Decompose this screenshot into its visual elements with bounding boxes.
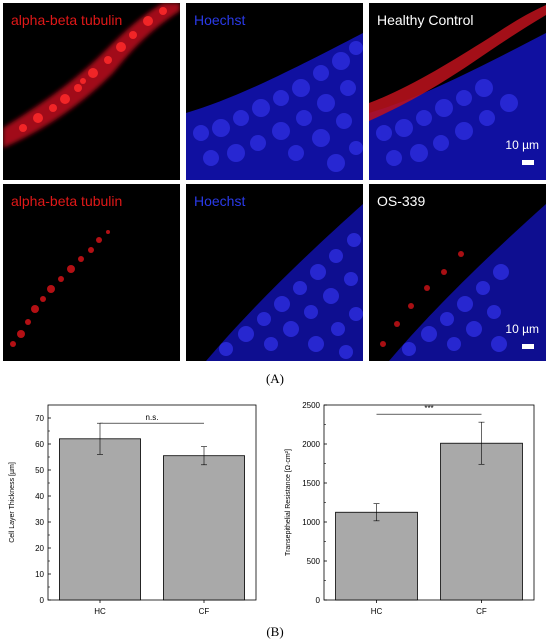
- y-axis-label: Cell Layer Thickness [µm]: [9, 462, 16, 543]
- transepithelial-resistance-chart: 0 500 1000 1500 2000 2500 Transepithelial Resi…: [285, 401, 535, 616]
- tubulin-label: alpha-beta tubulin: [11, 193, 123, 209]
- scale-bar: [522, 344, 534, 349]
- y-tick-label: 0: [40, 596, 45, 605]
- scale-bar-label: 10 µm: [505, 138, 539, 152]
- condition-label: OS-339: [377, 193, 426, 209]
- tubulin-label: alpha-beta tubulin: [11, 12, 123, 28]
- bar: [59, 438, 141, 601]
- x-tick-label: CF: [476, 607, 487, 616]
- scale-bar: [522, 160, 534, 165]
- tile-hoechst-healthy: Hoechst: [186, 3, 363, 180]
- bar: [440, 442, 523, 601]
- x-tick-label: HC: [94, 607, 106, 616]
- tubulin-stain-image: [3, 3, 180, 148]
- merge-stain-image: [369, 5, 546, 180]
- tile-hoechst-patient: Hoechst: [186, 184, 363, 361]
- y-tick-label: 2500: [302, 401, 320, 410]
- y-tick-label: 50: [35, 466, 44, 475]
- y-tick-label: 70: [35, 414, 44, 423]
- cell-thickness-chart: 0 10 20 30 40 50 60 70 Cell Layer Thickness [µm]…: [9, 404, 257, 616]
- y-axis-label: Transepithelial Resistance [Ω·cm²]: [285, 449, 292, 556]
- y-tick-label: 500: [307, 557, 321, 566]
- condition-label: Healthy Control: [377, 12, 474, 28]
- y-tick-label: 30: [35, 518, 44, 527]
- y-tick-label: 20: [35, 544, 44, 553]
- y-tick-label: 60: [35, 440, 44, 449]
- x-tick-label: HC: [371, 607, 383, 616]
- bar: [163, 455, 245, 601]
- y-tick-label: 40: [35, 492, 44, 501]
- scale-bar-label: 10 µm: [505, 322, 539, 336]
- x-tick-label: CF: [199, 607, 210, 616]
- hoechst-stain-image: [206, 204, 363, 361]
- y-tick-label: 0: [316, 596, 321, 605]
- significance-label: ***: [424, 404, 433, 413]
- bar: [335, 511, 418, 601]
- y-tick-label: 1000: [302, 518, 320, 527]
- tubulin-stain-image: [10, 230, 110, 347]
- plot-frame: [47, 404, 257, 601]
- tile-merge-healthy: Healthy Control 10 µm: [369, 3, 546, 180]
- tile-tubulin-healthy: alpha-beta tubulin: [3, 3, 180, 180]
- y-tick-label: 10: [35, 570, 44, 579]
- tile-merge-patient: OS-339 10 µm: [369, 184, 546, 361]
- tile-tubulin-patient: alpha-beta tubulin: [3, 184, 180, 361]
- hoechst-label: Hoechst: [194, 193, 246, 209]
- panel-a-caption: (A): [265, 371, 285, 386]
- panel-b-caption: (B): [266, 624, 284, 639]
- hoechst-stain-image: [186, 33, 363, 180]
- merge-stain-image: [380, 204, 546, 361]
- significance-label: n.s.: [146, 413, 159, 422]
- y-tick-label: 1500: [302, 479, 320, 488]
- hoechst-label: Hoechst: [194, 12, 246, 28]
- y-tick-label: 2000: [302, 440, 320, 449]
